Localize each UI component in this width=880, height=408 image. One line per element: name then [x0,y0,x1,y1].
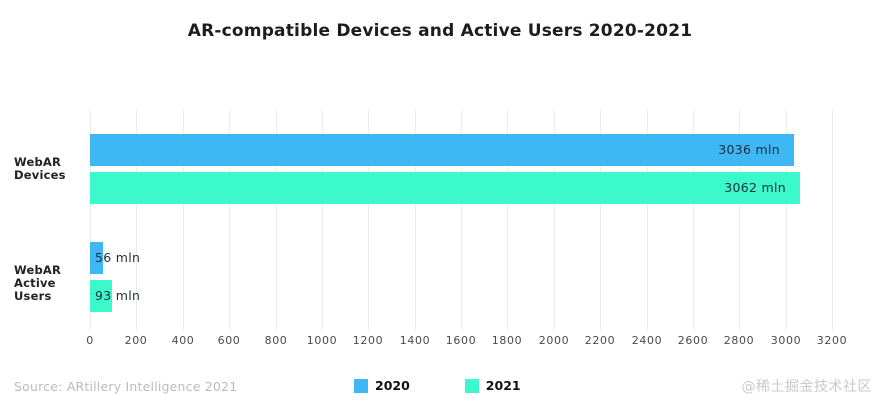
x-tick-label-800: 800 [264,334,288,347]
gridline-200 [136,110,137,330]
bar-value-label: 3036 mln [718,142,780,157]
x-tick-label-2400: 2400 [631,334,663,347]
gridline-0 [90,110,91,330]
x-tick-label-600: 600 [217,334,241,347]
gridline-600 [229,110,230,330]
gridline-2400 [647,110,648,330]
legend: 2020 2021 [354,378,521,393]
x-tick-label-0: 0 [86,334,94,347]
x-tick-label-1000: 1000 [306,334,338,347]
gridline-3000 [786,110,787,330]
gridline-3200 [832,110,833,330]
gridline-800 [276,110,277,330]
bar-2021-devices [90,172,800,204]
category-label-devices: WebAR Devices [14,155,66,182]
bar-value-label: 56 mln [95,250,141,265]
gridline-1400 [415,110,416,330]
gridline-1000 [322,110,323,330]
x-tick-label-200: 200 [124,334,148,347]
gridline-2600 [693,110,694,330]
gridline-2000 [554,110,555,330]
gridline-2800 [739,110,740,330]
bar-2021-active-users [90,280,112,312]
x-tick-label-2600: 2600 [677,334,709,347]
x-tick-label-3200: 3200 [816,334,848,347]
gridline-2200 [600,110,601,330]
x-tick-label-1400: 1400 [399,334,431,347]
legend-swatch-icon [464,378,479,393]
bar-2020-active-users [90,242,103,274]
x-tick-label-400: 400 [171,334,195,347]
x-tick-label-1200: 1200 [352,334,384,347]
gridline-400 [183,110,184,330]
watermark: @稀土掘金技术社区 [741,379,872,395]
legend-label: 2020 [375,378,410,393]
x-tick-label-2800: 2800 [723,334,755,347]
x-tick-label-1600: 1600 [445,334,477,347]
gridline-1200 [368,110,369,330]
gridline-1600 [461,110,462,330]
x-tick-label-2200: 2200 [584,334,616,347]
source-note: Source: ARtillery Intelligence 2021 [14,379,238,394]
bar-value-label: 3062 mln [724,180,786,195]
x-tick-label-1800: 1800 [491,334,523,347]
legend-swatch-icon [354,378,368,393]
bar-value-label: 93 mln [95,288,141,303]
legend-label: 2021 [485,378,521,393]
category-label-active-users: WebAR Active Users [14,263,62,303]
x-tick-label-2000: 2000 [538,334,570,347]
bar-2020-devices [90,134,794,166]
legend-item-2020: 2020 [354,378,410,393]
chart-title: AR-compatible Devices and Active Users 2… [187,21,693,41]
x-tick-label-3000: 3000 [770,334,802,347]
legend-item-2021: 2021 [464,378,521,393]
gridline-1800 [507,110,508,330]
